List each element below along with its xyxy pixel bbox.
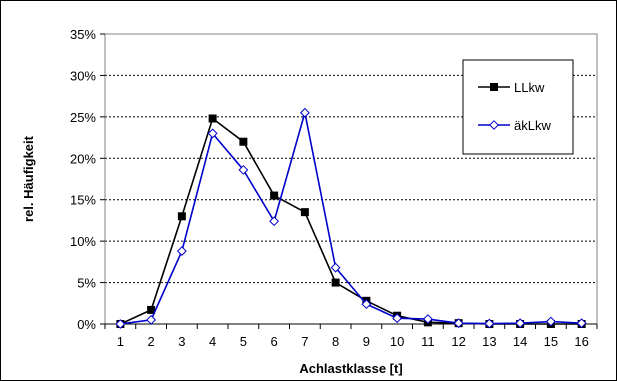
y-tick-label: 25%: [70, 110, 96, 125]
y-tick-label: 20%: [70, 151, 96, 166]
data-point: [299, 107, 310, 118]
series-line: [120, 112, 582, 325]
x-tick-label: 2: [148, 334, 155, 349]
data-point: [300, 208, 309, 217]
data-point: [484, 318, 495, 329]
data-point: [177, 212, 186, 221]
y-axis-ticks: 0% 5% 10% 15% 20% 25% 30% 35%: [70, 27, 105, 332]
y-tick-label: 0%: [77, 317, 96, 332]
data-point: [207, 128, 218, 139]
legend-marker-aklkw: [489, 120, 499, 130]
legend: LLkw äkLkw: [462, 59, 574, 155]
legend-label-aklkw: äkLkw: [514, 118, 551, 133]
x-tick-label: 11: [421, 334, 435, 349]
data-point: [239, 137, 248, 146]
y-tick-label: 10%: [70, 234, 96, 249]
data-point: [146, 314, 157, 325]
data-point: [330, 262, 341, 273]
data-point: [392, 313, 403, 324]
x-tick-label: 10: [390, 334, 404, 349]
x-tick-label: 4: [209, 334, 216, 349]
series-layer: [115, 107, 587, 329]
data-point: [176, 246, 187, 256]
data-point: [147, 305, 156, 314]
data-point: [545, 316, 556, 327]
data-point: [453, 318, 464, 329]
x-tick-label: 13: [482, 334, 496, 349]
legend-marker-shape: [489, 120, 499, 130]
series-1: [115, 107, 587, 329]
x-tick-label: 12: [451, 334, 465, 349]
data-point: [576, 318, 587, 329]
x-tick-label: 3: [178, 334, 185, 349]
y-tick-label: 30%: [70, 68, 96, 83]
x-tick-label: 5: [240, 334, 247, 349]
x-tick-label: 8: [332, 334, 339, 349]
x-axis-title: Achlastklasse [t]: [299, 361, 402, 376]
y-tick-label: 15%: [70, 193, 96, 208]
data-point: [269, 216, 280, 227]
data-point: [208, 114, 217, 123]
x-tick-label: 15: [544, 334, 558, 349]
x-tick-label: 1: [117, 334, 124, 349]
x-tick-label: 14: [513, 334, 527, 349]
data-point: [331, 278, 340, 287]
x-axis-ticks: 1 2 3 4 5 6 7 8 9 10 11 12 13 14 15 16: [104, 323, 598, 349]
legend-box: [462, 59, 574, 155]
legend-marker-llkw: [490, 83, 498, 91]
data-point: [515, 318, 526, 329]
data-point: [422, 314, 433, 324]
data-point: [238, 164, 249, 175]
x-tick-label: 7: [301, 334, 308, 349]
x-tick-label: 6: [271, 334, 278, 349]
x-tick-label: 16: [574, 334, 588, 349]
legend-label-llkw: LLkw: [514, 80, 545, 95]
data-point: [270, 191, 279, 200]
data-point: [361, 299, 372, 310]
y-axis-title: rel. Häufigkeit: [21, 135, 36, 222]
x-tick-label: 9: [363, 334, 370, 349]
legend-marker-shape: [490, 83, 498, 91]
data-point: [115, 319, 126, 329]
y-tick-label: 35%: [70, 27, 96, 42]
y-tick-label: 5%: [77, 276, 96, 291]
